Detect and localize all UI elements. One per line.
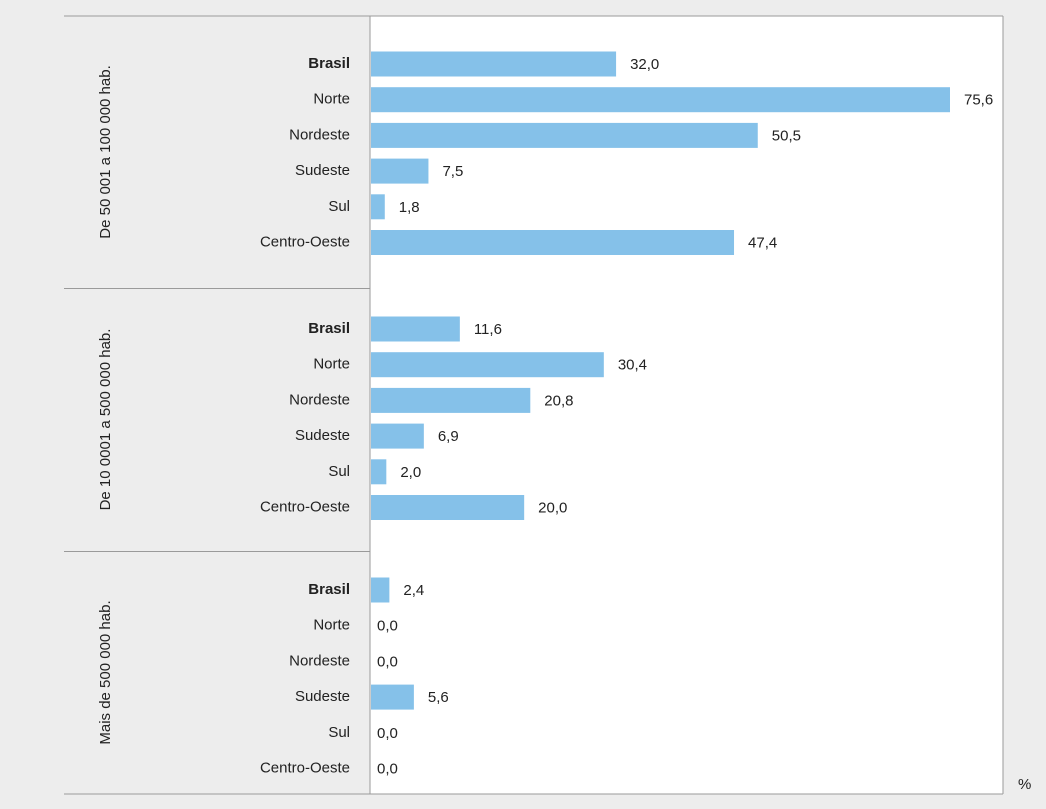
value-label: 1,8 <box>399 199 420 216</box>
value-label: 32,0 <box>630 56 659 73</box>
value-label: 11,6 <box>474 321 502 338</box>
value-label: 7,5 <box>442 163 463 180</box>
category-label: Norte <box>313 356 350 373</box>
value-label: 47,4 <box>748 234 777 251</box>
category-label: Sudeste <box>295 162 350 179</box>
unit-label: % <box>1018 776 1032 793</box>
bar <box>371 158 429 184</box>
category-label: Nordeste <box>289 391 350 408</box>
bar <box>371 352 604 378</box>
value-label: 0,0 <box>377 618 398 635</box>
category-label: Nordeste <box>289 652 350 669</box>
category-label: Sudeste <box>295 688 350 705</box>
value-label: 0,0 <box>377 725 398 742</box>
bar <box>371 459 387 485</box>
bar <box>371 684 414 710</box>
bar <box>371 194 385 220</box>
value-label: 0,0 <box>377 760 398 777</box>
bar <box>371 87 950 113</box>
bar <box>371 51 617 77</box>
bar <box>371 423 424 449</box>
bar <box>371 577 390 603</box>
category-label: Centro-Oeste <box>260 498 350 515</box>
bar <box>371 387 531 413</box>
value-label: 6,9 <box>438 428 459 445</box>
bar <box>371 495 525 520</box>
category-label: Nordeste <box>289 126 350 143</box>
category-label: Norte <box>313 617 350 634</box>
bar <box>371 230 735 255</box>
group-label: Mais de 500 000 hab. <box>97 600 114 744</box>
category-label: Sul <box>328 724 350 741</box>
bar <box>371 122 758 148</box>
value-label: 20,0 <box>538 499 567 516</box>
category-label: Centro-Oeste <box>260 759 350 776</box>
category-label: Brasil <box>308 55 350 72</box>
category-label: Brasil <box>308 320 350 337</box>
value-label: 50,5 <box>772 127 801 144</box>
value-label: 5,6 <box>428 689 449 706</box>
value-label: 2,0 <box>400 464 421 481</box>
bar <box>371 316 460 342</box>
value-label: 2,4 <box>403 582 424 599</box>
value-label: 75,6 <box>964 92 993 109</box>
group-label: De 50 001 a 100 000 hab. <box>97 65 114 238</box>
value-label: 0,0 <box>377 653 398 670</box>
value-label: 20,8 <box>544 392 573 409</box>
category-label: Centro-Oeste <box>260 233 350 250</box>
value-label: 30,4 <box>618 357 647 374</box>
category-label: Sudeste <box>295 427 350 444</box>
category-label: Sul <box>328 198 350 215</box>
category-label: Sul <box>328 463 350 480</box>
category-label: Norte <box>313 91 350 108</box>
group-label: De 10 0001 a 500 000 hab. <box>97 329 114 511</box>
category-label: Brasil <box>308 581 350 598</box>
